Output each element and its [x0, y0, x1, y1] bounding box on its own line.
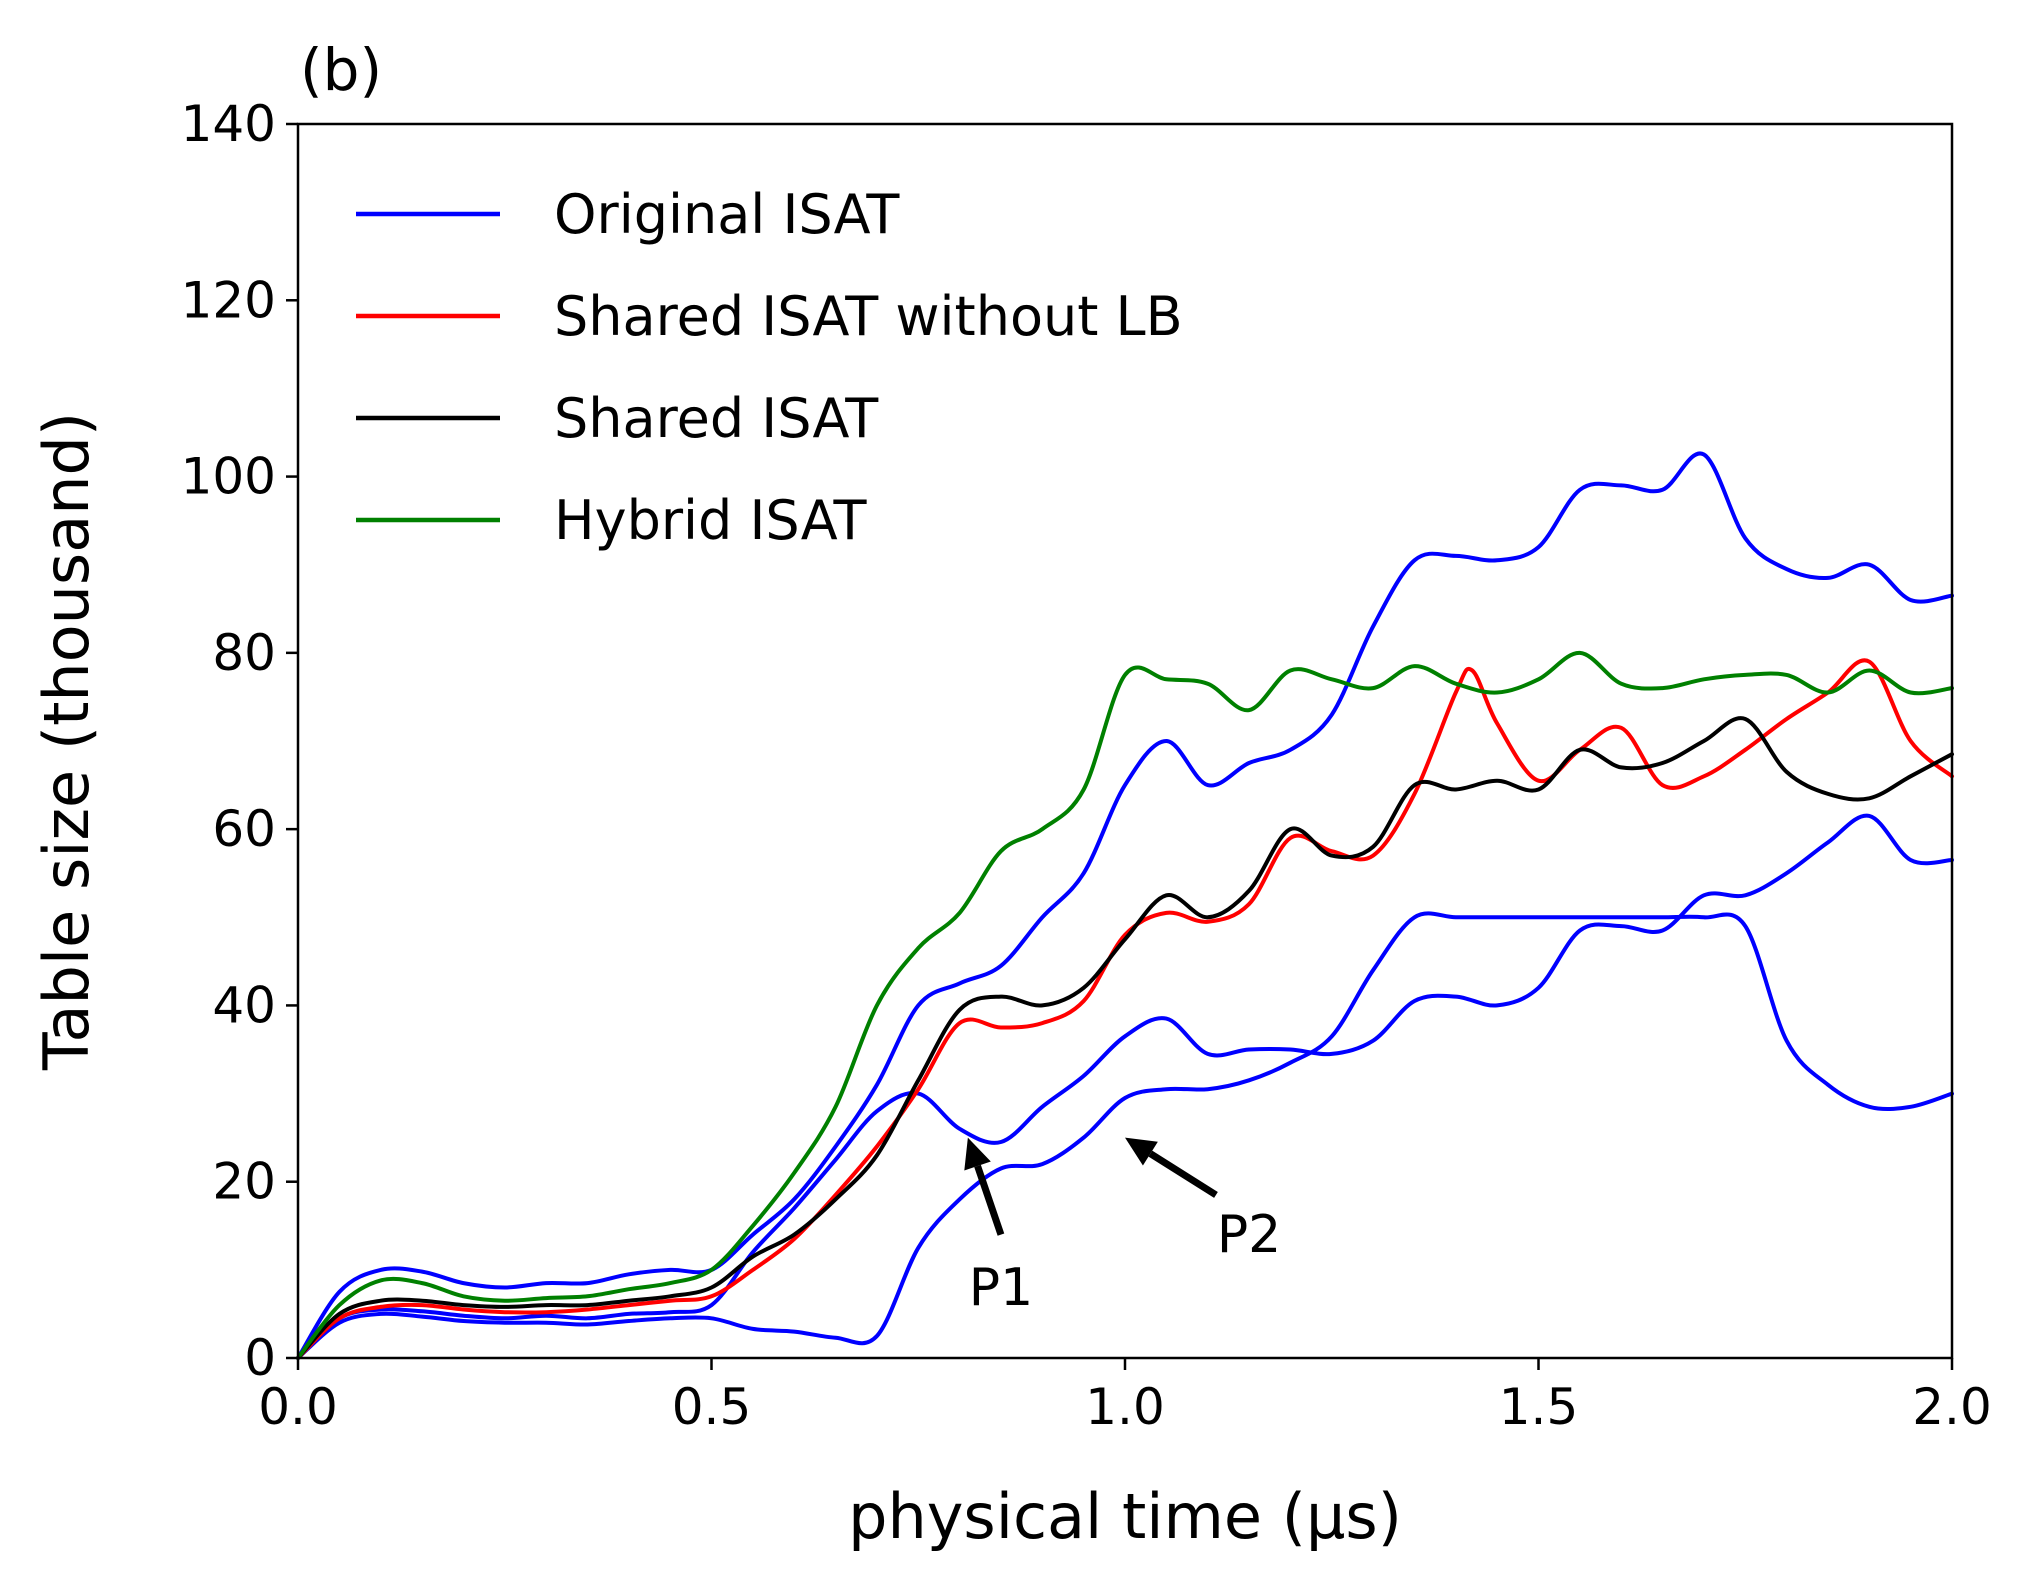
annotation-label: P2	[1217, 1205, 1281, 1265]
x-axis-ticks: 0.0 0.5 1.0 1.5 2.0	[258, 1358, 1992, 1436]
x-tick-label: 0.0	[258, 1378, 338, 1436]
annotation-arrow-head	[1125, 1137, 1158, 1166]
series-line-4	[296, 658, 1954, 1360]
series-layer	[296, 451, 1954, 1360]
series-line-2	[296, 911, 1954, 1360]
annotation-arrow-shaft	[974, 1164, 1005, 1236]
legend-label: Hybrid ISAT	[554, 489, 867, 552]
y-tick-label: 0	[244, 1329, 276, 1387]
annotation-arrow-shaft	[1148, 1150, 1218, 1198]
panel-label: (b)	[300, 36, 382, 104]
y-tick-label: 140	[181, 95, 276, 153]
x-axis-label: physical time (μs)	[848, 1480, 1402, 1553]
y-axis-label: Table size (thousand)	[30, 412, 103, 1071]
x-tick-label: 2.0	[1912, 1378, 1992, 1436]
annotation-arrow-head	[964, 1137, 991, 1171]
y-tick-label: 100	[181, 448, 276, 506]
y-tick-label: 120	[181, 271, 276, 329]
x-tick-label: 1.5	[1499, 1378, 1579, 1436]
legend-label: Original ISAT	[554, 183, 900, 246]
legend-label: Shared ISAT without LB	[554, 285, 1183, 348]
legend-label: Shared ISAT	[554, 387, 879, 450]
series-line-6	[296, 650, 1954, 1360]
series-line-1	[296, 451, 1954, 1360]
annotations: P1 P2	[964, 1137, 1281, 1318]
annotation-label: P1	[969, 1258, 1033, 1318]
y-axis-ticks: 0 20 40 60 80 100 120 140	[181, 95, 298, 1387]
y-tick-label: 80	[212, 624, 276, 682]
legend: Original ISAT Shared ISAT without LB Share…	[356, 183, 1183, 552]
y-tick-label: 20	[212, 1153, 276, 1211]
x-tick-label: 0.5	[672, 1378, 752, 1436]
y-tick-label: 60	[212, 800, 276, 858]
series-line-5	[296, 716, 1954, 1360]
y-tick-label: 40	[212, 976, 276, 1034]
series-line-3	[296, 813, 1954, 1360]
x-tick-label: 1.0	[1085, 1378, 1165, 1436]
